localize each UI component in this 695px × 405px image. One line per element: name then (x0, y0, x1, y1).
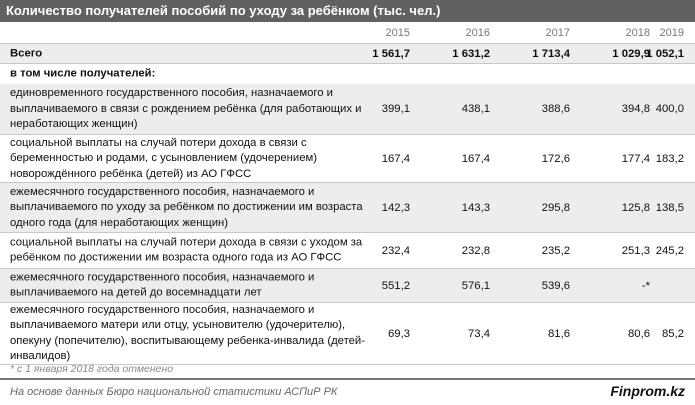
total-label: Всего (10, 46, 43, 59)
row-value: 232,4 (381, 244, 410, 257)
row-value: 245,2 (655, 244, 684, 257)
year-header: 2015 (385, 26, 410, 39)
row-value: 167,4 (381, 152, 410, 165)
row-value: 235,2 (541, 244, 570, 257)
row-label: ежемесячного государственного пособия, н… (10, 271, 315, 299)
row-value: 438,1 (461, 103, 490, 115)
row-value: 576,1 (461, 279, 490, 292)
total-value: 1 052,1 (646, 47, 684, 60)
row-label: единовременного государственного пособия… (10, 86, 362, 130)
total-row: Всего 1 561,7 1 631,2 1 713,4 1 029,9 1 … (0, 44, 695, 64)
row-value: 400,0 (655, 103, 684, 115)
row-value: 177,4 (621, 152, 650, 165)
footnote: * с 1 января 2018 года отменено (10, 363, 174, 375)
footer-divider (0, 378, 695, 380)
row-value: 80,6 (628, 327, 650, 340)
row-value: 551,2 (381, 279, 410, 292)
row-value: -* (641, 279, 650, 292)
row-value: 85,2 (662, 327, 684, 340)
total-value: 1 631,2 (452, 47, 490, 60)
source-note: На основе данных Бюро национальной стати… (10, 386, 338, 398)
row-label: социальной выплаты на случай потери дохо… (10, 236, 363, 264)
year-header: 2016 (465, 26, 490, 39)
row-value: 81,6 (548, 327, 570, 340)
year-header: 2017 (545, 26, 570, 39)
brand-logo: Finprom.kz (610, 383, 685, 399)
total-value: 1 561,7 (372, 47, 410, 60)
row-value: 251,3 (621, 244, 650, 257)
row-value: 399,1 (381, 103, 410, 115)
row-label: ежемесячного государственного пособия, н… (10, 185, 363, 229)
table-row: ежемесячного государственного пособия, н… (0, 183, 695, 233)
row-value: 388,6 (541, 103, 570, 115)
subheading-row: в том числе получателей: (0, 64, 695, 84)
table-title: Количество получателей пособий по уходу … (0, 0, 695, 22)
total-value: 1 029,9 (612, 47, 650, 60)
row-value: 232,8 (461, 244, 490, 257)
row-label: ежемесячного государственного пособия, н… (10, 303, 365, 363)
row-value: 125,8 (621, 201, 650, 214)
row-value: 143,3 (461, 201, 490, 214)
table-row: социальной выплаты на случай потери дохо… (0, 135, 695, 183)
row-label: социальной выплаты на случай потери дохо… (10, 136, 318, 180)
row-value: 73,4 (468, 327, 490, 340)
table-row: ежемесячного государственного пособия, н… (0, 269, 695, 303)
year-header: 2019 (659, 26, 684, 39)
row-value: 69,3 (388, 327, 410, 340)
table-row: единовременного государственного пособия… (0, 84, 695, 135)
row-value: 172,6 (541, 152, 570, 165)
row-value: 394,8 (621, 103, 650, 115)
row-value: 183,2 (655, 152, 684, 165)
table-row: социальной выплаты на случай потери дохо… (0, 233, 695, 269)
row-value: 138,5 (655, 201, 684, 214)
header-row: 2015 2016 2017 2018 2019 (0, 22, 695, 44)
row-value: 295,8 (541, 201, 570, 214)
row-value: 539,6 (541, 279, 570, 292)
year-header: 2018 (625, 26, 650, 39)
subheading: в том числе получателей: (10, 67, 156, 80)
row-value: 167,4 (461, 152, 490, 165)
row-value: 142,3 (381, 201, 410, 214)
table-row: ежемесячного государственного пособия, н… (0, 303, 695, 365)
total-value: 1 713,4 (532, 47, 570, 60)
data-table: 2015 2016 2017 2018 2019 Всего 1 561,7 1… (0, 22, 695, 365)
